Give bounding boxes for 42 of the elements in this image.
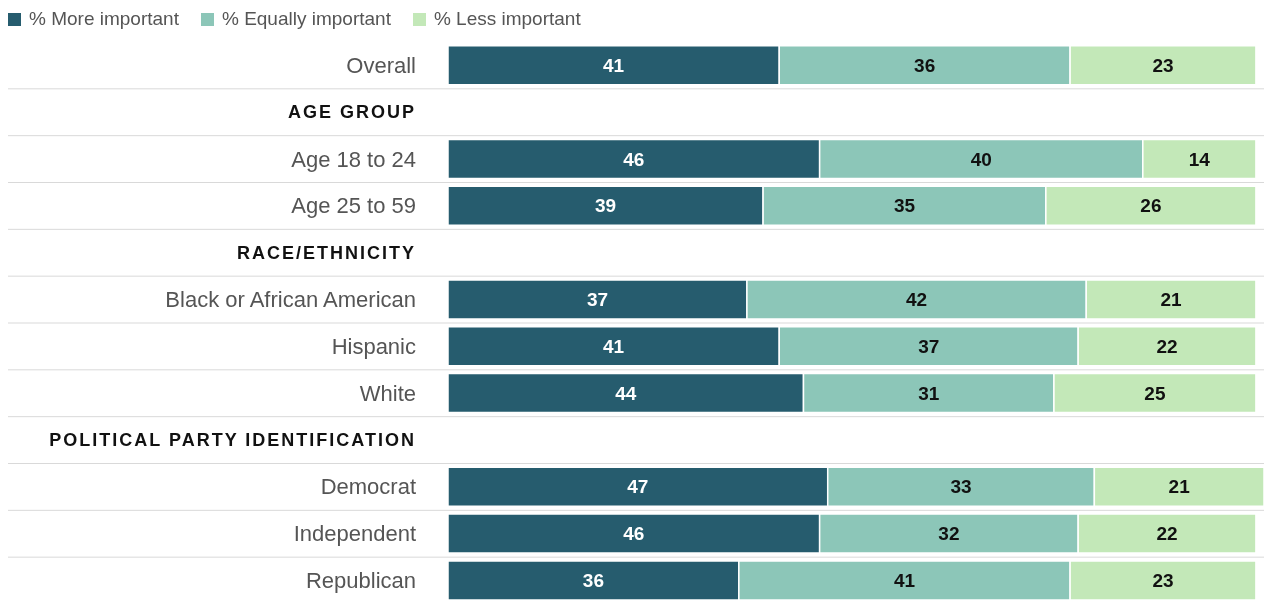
data-label: 42 bbox=[906, 289, 928, 311]
y-tick-label: Independent bbox=[293, 521, 416, 547]
data-label: 23 bbox=[1152, 570, 1174, 592]
y-tick-label: Hispanic bbox=[331, 333, 416, 359]
data-label: 25 bbox=[1144, 382, 1166, 404]
y-tick-label: Age 25 to 59 bbox=[291, 193, 416, 219]
data-label: 33 bbox=[950, 476, 972, 498]
y-tick-label: POLITICAL PARTY IDENTIFICATION bbox=[49, 430, 416, 451]
data-label: 14 bbox=[1188, 148, 1211, 170]
data-label: 32 bbox=[938, 523, 960, 545]
data-label: 21 bbox=[1160, 289, 1183, 311]
data-label: 47 bbox=[627, 476, 649, 498]
legend-label: % More important bbox=[28, 8, 179, 30]
data-label: 46 bbox=[623, 523, 645, 545]
y-tick-label: Republican bbox=[305, 568, 416, 594]
data-label: 36 bbox=[914, 54, 936, 76]
data-label: 46 bbox=[623, 148, 645, 170]
data-label: 26 bbox=[1140, 195, 1162, 217]
y-tick-label: AGE GROUP bbox=[287, 102, 416, 123]
legend-label: % Equally important bbox=[220, 8, 391, 30]
data-label: 37 bbox=[586, 289, 609, 311]
y-tick-label: Overall bbox=[346, 52, 416, 78]
y-tick-label: White bbox=[359, 380, 416, 406]
data-label: 31 bbox=[918, 382, 940, 404]
data-label: 35 bbox=[893, 195, 916, 217]
data-label: 39 bbox=[594, 195, 617, 217]
data-label: 36 bbox=[582, 570, 604, 592]
data-label: 41 bbox=[603, 335, 625, 357]
data-label: 37 bbox=[918, 335, 940, 357]
data-label: 21 bbox=[1168, 476, 1191, 498]
y-tick-label: Age 18 to 24 bbox=[291, 146, 416, 172]
data-label: 22 bbox=[1156, 523, 1178, 545]
data-label: 23 bbox=[1152, 54, 1174, 76]
y-tick-label: Democrat bbox=[320, 474, 416, 500]
data-label: 44 bbox=[615, 382, 637, 404]
y-tick-label: RACE/ETHNICITY bbox=[236, 242, 416, 263]
data-label: 40 bbox=[970, 148, 992, 170]
data-label: 22 bbox=[1156, 335, 1178, 357]
y-tick-label: Black or African American bbox=[165, 287, 416, 313]
data-label: 41 bbox=[603, 54, 625, 76]
legend-label: % Less important bbox=[432, 8, 581, 30]
data-label: 41 bbox=[893, 570, 916, 592]
